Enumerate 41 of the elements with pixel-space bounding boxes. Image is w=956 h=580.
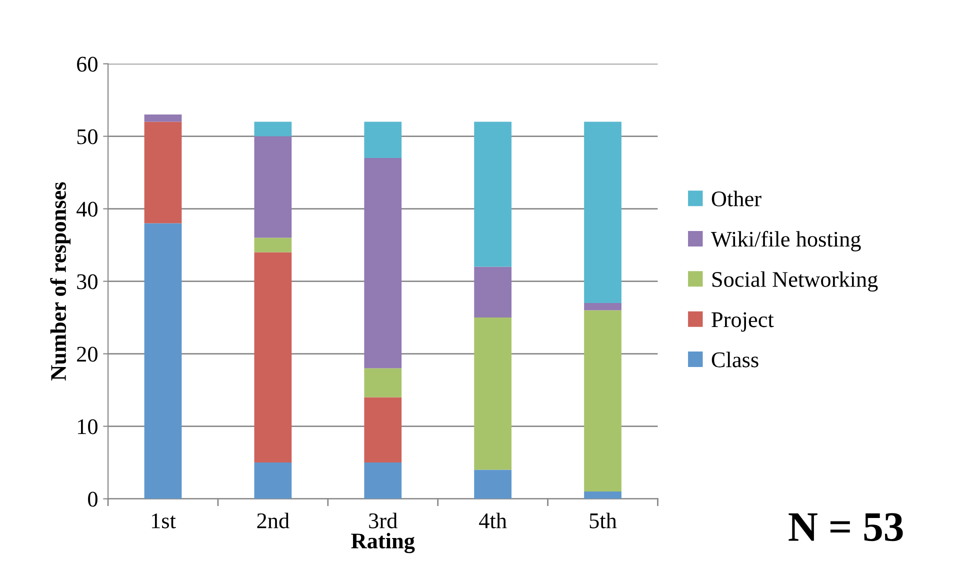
- bar: [584, 310, 622, 492]
- bar: [364, 158, 402, 368]
- x-tick-label: 4th: [479, 512, 507, 528]
- x-axis-title: Rating: [351, 532, 415, 554]
- bar: [144, 114, 182, 122]
- legend-label: Other: [712, 190, 762, 206]
- bar: [474, 470, 512, 499]
- legend-label: Social Networking: [712, 271, 878, 292]
- y-tick-label: 10: [78, 419, 98, 434]
- bar: [254, 252, 292, 463]
- bar: [144, 122, 182, 224]
- bar: [474, 122, 512, 267]
- bar: [254, 136, 292, 238]
- y-axis-title: Number of responses: [50, 182, 71, 380]
- y-tick-label: 30: [77, 274, 98, 290]
- bar: [584, 122, 622, 304]
- bar: [364, 462, 402, 499]
- bar: [584, 303, 622, 310]
- bar: [474, 266, 512, 318]
- bar: [254, 462, 292, 499]
- bar: [364, 397, 402, 463]
- y-tick-label: 50: [77, 129, 98, 144]
- bar: [254, 238, 292, 252]
- x-tick-label: 1st: [152, 513, 176, 528]
- text: N = 53: [788, 513, 903, 542]
- y-tick-label: 40: [76, 202, 98, 217]
- legend-label: Project: [712, 312, 774, 332]
- x-tick-label: 2nd: [257, 512, 290, 528]
- y-tick-label: 0: [88, 492, 98, 507]
- legend-label: Wiki/file hosting: [710, 230, 861, 252]
- bar: [474, 318, 512, 470]
- bar: [584, 492, 622, 499]
- bar: [254, 122, 292, 136]
- bar: [364, 122, 402, 158]
- x-tick-label: 5th: [590, 512, 617, 528]
- y-tick-label: 60: [77, 56, 98, 72]
- x-tick-label: 3rd: [369, 512, 398, 528]
- legend-label: Class: [712, 352, 758, 368]
- bar: [364, 368, 402, 398]
- y-tick-label: 20: [77, 346, 98, 362]
- bar: [144, 223, 182, 499]
